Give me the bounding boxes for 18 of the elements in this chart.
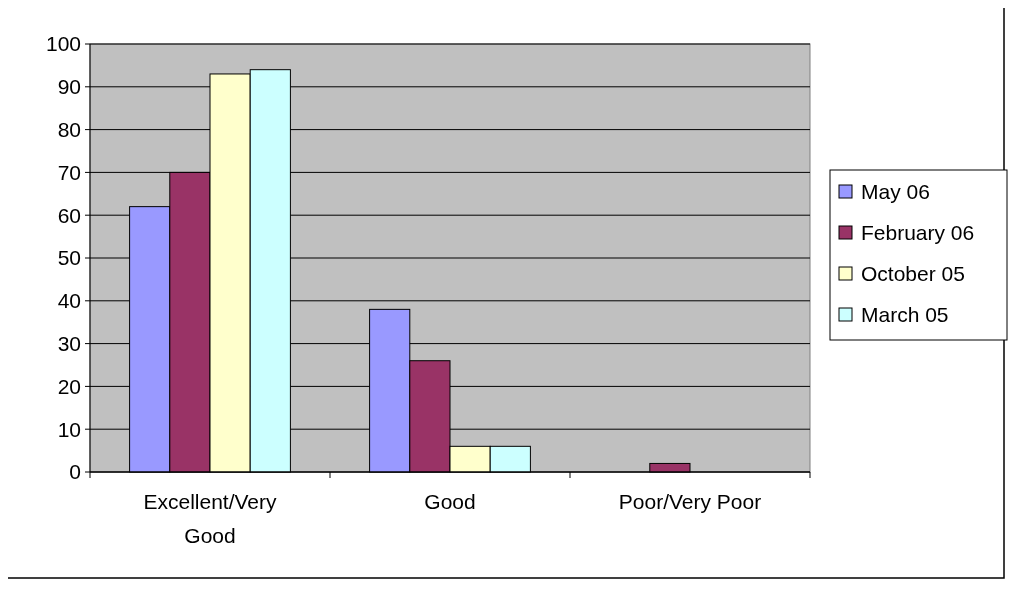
y-tick-label: 30 [57, 331, 81, 355]
y-tick-label: 90 [57, 75, 81, 99]
legend-label: October 05 [861, 262, 965, 286]
y-tick-label: 50 [57, 246, 81, 270]
y-tick-label: 80 [57, 117, 81, 141]
y-tick-label: 100 [45, 32, 81, 56]
x-tick-label: Excellent/Very Good [143, 490, 278, 547]
y-tick-label: 10 [57, 417, 81, 441]
y-tick-label: 0 [69, 460, 81, 484]
legend-label: February 06 [861, 221, 975, 245]
x-tick-label: Good [424, 490, 476, 513]
legend-label: March 05 [861, 303, 949, 327]
y-tick-label: 40 [57, 289, 81, 313]
x-tick-label: Poor/Very Poor [618, 490, 762, 513]
y-tick-label: 20 [57, 374, 81, 398]
y-tick-label: 70 [57, 160, 81, 184]
y-tick-label: 60 [57, 203, 81, 227]
legend-label: May 06 [861, 180, 930, 204]
